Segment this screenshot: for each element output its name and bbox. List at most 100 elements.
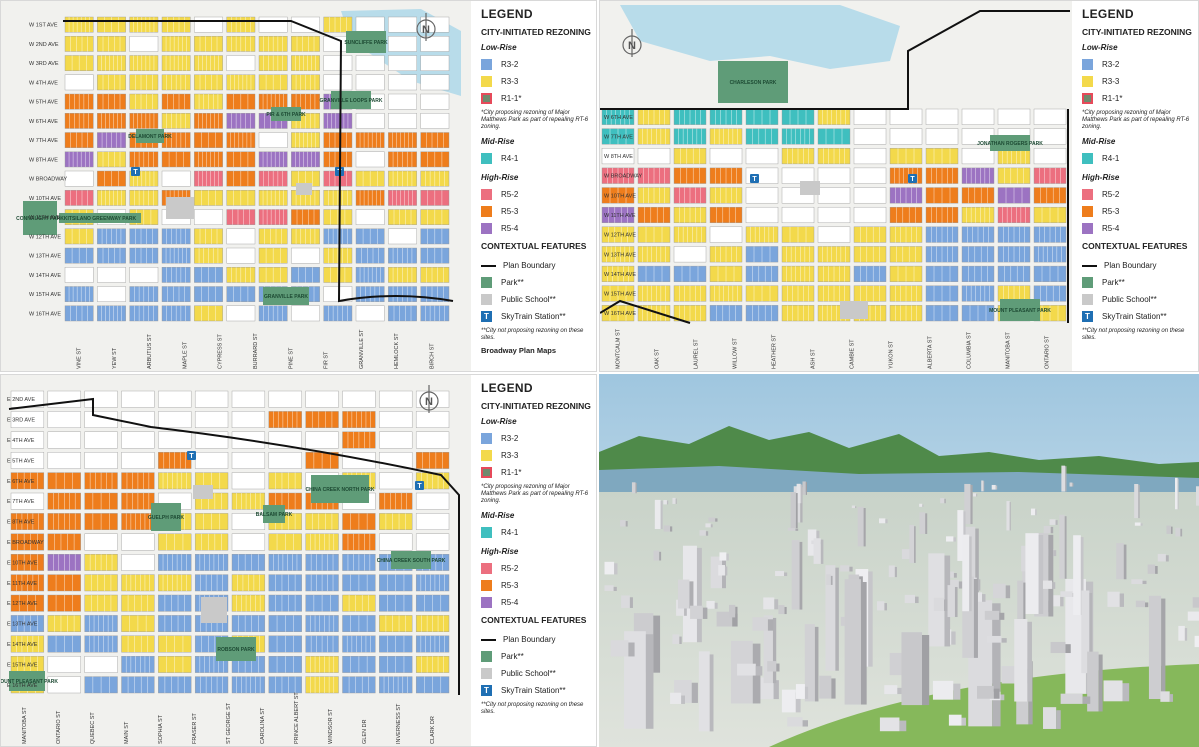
legend-item-boundary: Plan Boundary xyxy=(481,631,592,648)
building-front xyxy=(1103,680,1123,702)
building-side xyxy=(1165,555,1169,562)
swatch-school xyxy=(1082,294,1093,305)
building-front xyxy=(825,565,836,671)
city-block xyxy=(84,574,118,592)
building-side xyxy=(1009,502,1011,531)
north-arrow-icon: N xyxy=(628,40,636,52)
building-front xyxy=(851,505,856,509)
street-label: COLUMBIA ST xyxy=(967,331,973,369)
street-label: MONTCALM ST xyxy=(616,328,622,369)
map-west-canvas: SUNCLIFFE PARK GRANVILLE LOOPS PARK PIR & … xyxy=(1,1,471,371)
avenue-label: W 12TH AVE xyxy=(604,233,636,239)
city-block xyxy=(673,148,707,165)
city-block xyxy=(388,132,417,148)
city-block xyxy=(709,206,743,224)
park-label: DELAMONT PARK xyxy=(128,134,172,140)
building-front xyxy=(1030,508,1036,516)
city-block xyxy=(64,267,94,283)
building-front xyxy=(1160,691,1170,702)
street-label: FIR ST xyxy=(324,351,330,369)
building-side xyxy=(773,680,779,700)
city-block xyxy=(97,93,126,110)
city-block xyxy=(194,55,223,71)
building-side xyxy=(992,603,1001,727)
avenue-label: E 13TH AVE xyxy=(7,622,38,628)
building-side xyxy=(976,579,981,591)
building-side xyxy=(849,566,853,572)
building-front xyxy=(787,717,803,727)
skytrain-station-label: T xyxy=(189,453,194,460)
avenue-label: E 4TH AVE xyxy=(7,438,35,444)
building-front xyxy=(984,610,1000,620)
park-label: ROBSON PARK xyxy=(217,647,255,653)
legend-title: LEGEND xyxy=(481,381,533,395)
city-block xyxy=(415,513,450,530)
legend-item-park: Park** xyxy=(481,274,592,291)
building-side xyxy=(1038,535,1044,614)
city-block xyxy=(64,74,94,91)
city-block xyxy=(961,265,995,282)
city-block xyxy=(889,108,923,125)
city-block xyxy=(637,128,671,145)
city-block xyxy=(388,74,417,91)
city-block xyxy=(415,411,450,429)
building-side xyxy=(653,615,661,673)
city-block xyxy=(84,615,118,632)
building-front xyxy=(844,579,861,705)
building-side xyxy=(1161,598,1166,700)
public-school xyxy=(296,183,312,195)
city-block xyxy=(355,113,385,129)
city-block xyxy=(379,513,413,530)
building-side xyxy=(951,631,956,645)
park-label: JONATHAN ROGERS PARK xyxy=(977,141,1043,147)
city-block xyxy=(342,594,376,612)
building-side xyxy=(795,493,798,529)
park-area xyxy=(1000,299,1040,321)
avenue-label: E 8TH AVE xyxy=(7,520,35,526)
city-block xyxy=(415,574,450,592)
building-side xyxy=(705,531,709,536)
city-block xyxy=(853,128,887,145)
building-front xyxy=(879,518,886,524)
building-side xyxy=(1035,509,1037,516)
city-block xyxy=(97,151,126,168)
city-block xyxy=(673,128,707,145)
avenue-label: E 10TH AVE xyxy=(7,560,38,566)
legend-section-rezoning: CITY-INITIATED REZONING xyxy=(481,27,591,37)
city-block xyxy=(97,247,126,264)
park-area xyxy=(271,107,301,121)
building-side xyxy=(776,663,780,672)
city-block xyxy=(323,151,353,168)
building-front xyxy=(879,717,900,732)
plan-boundary-line xyxy=(63,20,454,303)
building-side xyxy=(914,526,916,563)
legend-item-school: Public School** xyxy=(481,291,592,308)
city-block xyxy=(121,656,155,673)
avenue-label: W 11TH AVE xyxy=(29,215,61,221)
avenue-label: E 12TH AVE xyxy=(7,601,38,607)
street-label: HEATHER ST xyxy=(772,334,778,369)
park-label: CHARLESON PARK xyxy=(730,80,777,86)
building-side xyxy=(1060,596,1064,607)
building-front xyxy=(947,585,955,618)
building-side xyxy=(1123,544,1127,580)
city-block xyxy=(158,390,192,408)
city-block xyxy=(388,113,417,129)
building-side xyxy=(802,720,808,727)
city-block xyxy=(291,209,320,225)
park-area xyxy=(151,503,181,531)
building-front xyxy=(718,565,725,576)
avenue-label: W 6TH AVE xyxy=(29,119,58,125)
park-area xyxy=(9,671,45,691)
building-side xyxy=(1145,602,1149,608)
legend-item-r5-4: R5-4 xyxy=(481,220,592,237)
boundary-line-icon xyxy=(481,638,496,641)
building-side xyxy=(784,606,787,615)
city-block xyxy=(226,247,256,264)
city-block xyxy=(961,206,995,224)
city-block xyxy=(121,574,155,592)
building-front xyxy=(620,520,626,527)
skytrain-station-label: T xyxy=(133,169,138,176)
city-block xyxy=(817,246,851,263)
building-front xyxy=(663,525,671,532)
